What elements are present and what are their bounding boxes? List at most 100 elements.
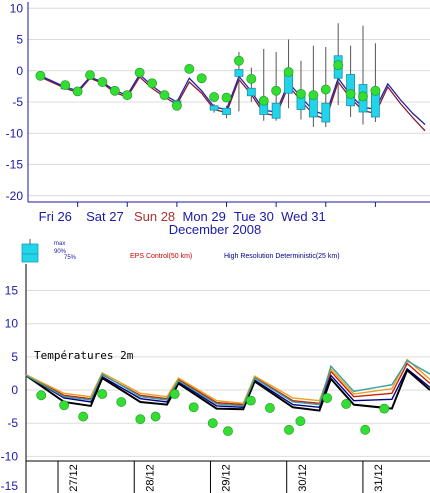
observation-point	[184, 63, 195, 74]
box-iqr	[271, 102, 281, 119]
day-labels: Fri 26 Sat 27 Sun 28 Mon 29 Tue 30 Wed 31	[39, 209, 326, 224]
observation-point	[322, 393, 332, 403]
observation-point	[234, 55, 244, 66]
x-axis-title: December 2008	[169, 222, 262, 237]
x-tick-label: 27/12	[68, 464, 80, 492]
box-iqr	[321, 102, 331, 123]
observation-point	[207, 418, 218, 429]
observation-point	[135, 414, 146, 425]
day-label: Tue 30	[234, 209, 274, 224]
legend-eps-control: EPS Control(50 km)	[130, 253, 192, 260]
observation-point	[245, 395, 256, 406]
observation-point	[258, 95, 269, 106]
observation-point	[379, 403, 390, 414]
series-line-3	[25, 358, 430, 405]
observation-point	[221, 92, 232, 103]
observation-point	[360, 424, 371, 435]
y-tick-label: -10	[6, 126, 24, 140]
legend-max-label: max	[54, 241, 65, 247]
day-label: Fri 26	[39, 209, 72, 224]
observation-point	[196, 73, 207, 84]
ensemble-meteogram-chart: -20 -15 -10 -5 0 5 10 Fri 26 Sat 27 Sun 28 Mon 29…	[6, 1, 430, 237]
observation-point	[358, 91, 368, 102]
observation-point	[188, 402, 199, 413]
observation-point	[370, 85, 381, 96]
y-tick-label: -10	[1, 449, 19, 463]
series-line-0	[25, 362, 430, 406]
observation-point	[116, 397, 127, 407]
observation-points	[36, 389, 390, 437]
x-tick-labels: 27/12 28/12 29/12 30/12 31/12	[68, 464, 385, 492]
observation-point	[341, 399, 352, 409]
observation-point	[85, 70, 95, 81]
observation-point	[35, 70, 46, 81]
observation-point	[97, 389, 108, 399]
y-tick-label: -5	[7, 416, 18, 430]
observation-point	[60, 80, 71, 91]
box-iqr	[222, 107, 231, 115]
y-tick-label: 15	[5, 284, 19, 298]
series-line-4	[25, 359, 430, 407]
y-tick-label: -15	[6, 158, 24, 172]
y-tick-label: -5	[12, 95, 23, 109]
observation-point	[295, 416, 306, 427]
observation-point	[72, 86, 83, 97]
y-tick-label: 0	[11, 383, 18, 397]
y-gridlines	[28, 7, 430, 197]
observation-point	[271, 85, 282, 96]
legend-box-icon-lower	[21, 253, 39, 263]
observation-point	[59, 400, 70, 411]
day-label: Sat 27	[86, 209, 124, 224]
observation-point	[284, 424, 294, 435]
observation-point	[246, 73, 257, 84]
temperature-2m-chart: max 90% 75% EPS Control(50 km) High Reso…	[1, 239, 430, 493]
observation-point	[223, 426, 233, 437]
series-lines	[25, 358, 430, 412]
chart-title: Températures 2m	[34, 349, 134, 362]
observation-point	[97, 77, 108, 87]
legend-p75-label: 75%	[64, 255, 77, 261]
observation-point	[209, 92, 220, 102]
observation-point	[333, 60, 344, 71]
y-tick-label: 5	[16, 33, 23, 47]
day-label: Sun 28	[134, 209, 175, 224]
observation-point	[150, 411, 161, 422]
legend-box-icon	[21, 243, 39, 255]
observation-point	[109, 85, 120, 96]
observation-point	[169, 389, 180, 399]
observation-point	[265, 403, 275, 413]
observation-point	[171, 100, 182, 111]
observation-point	[147, 78, 157, 89]
series-line-2	[25, 368, 430, 412]
observation-point	[159, 90, 170, 101]
y-tick-labels: -20 -15 -10 -5 0 5 10	[6, 1, 24, 203]
observation-point	[320, 84, 331, 95]
x-tick-label: 30/12	[297, 464, 309, 492]
x-axis	[27, 2, 430, 207]
y-tick-label: 10	[10, 1, 24, 15]
observation-points	[35, 55, 381, 111]
x-tick-label: 31/12	[373, 464, 385, 492]
observation-point	[78, 411, 89, 422]
y-tick-label: -15	[1, 479, 19, 493]
legend-box-plot-key: max 90% 75%	[21, 239, 77, 263]
x-tick-label: 29/12	[221, 464, 233, 492]
legend-high-res: High Resolution Deterministic(25 km)	[224, 253, 340, 260]
day-label: Mon 29	[182, 209, 225, 224]
box-iqr	[246, 87, 256, 97]
observation-point	[36, 390, 47, 401]
box-iqr	[209, 105, 219, 111]
legend-p90-label: 90%	[54, 249, 67, 255]
observation-point	[122, 90, 133, 101]
observation-point	[345, 88, 356, 99]
axes	[25, 264, 430, 493]
observation-point	[134, 67, 145, 78]
x-tick-label: 28/12	[144, 464, 156, 492]
day-label: Wed 31	[281, 209, 326, 224]
box-iqr	[284, 74, 293, 94]
observation-point	[296, 88, 306, 99]
observation-point	[283, 67, 294, 77]
y-tick-label: 0	[16, 64, 23, 78]
box-iqr	[234, 69, 244, 77]
y-tick-label: 5	[11, 350, 18, 364]
